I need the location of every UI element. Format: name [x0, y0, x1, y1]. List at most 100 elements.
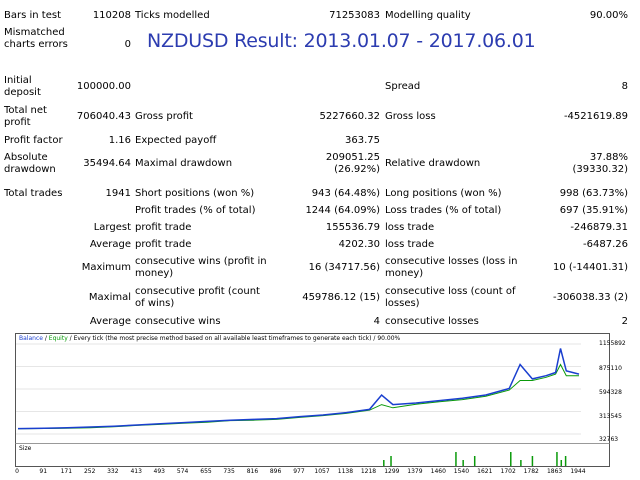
chart-legend: Balance / Equity / Every tick (the most …: [19, 335, 401, 342]
maximal-drawdown-value: 209051.25: [325, 152, 380, 163]
x-tick-label: 816: [246, 468, 259, 475]
max-consecutive-wins-label: consecutive wins (profit in money): [135, 256, 267, 279]
x-tick-label: 574: [176, 468, 189, 475]
long-positions-label: Long positions (won %): [385, 188, 502, 199]
max-consecutive-wins-value: 16 (34717.56): [308, 262, 380, 273]
x-tick-label: 1782: [523, 468, 539, 475]
total-net-profit-label: Total net profit: [4, 105, 47, 128]
average-consecutive-losses-label: consecutive losses: [385, 316, 479, 327]
spread-value: 8: [621, 81, 628, 92]
x-tick-label: 1540: [453, 468, 470, 475]
maximal-drawdown-label: Maximal drawdown: [135, 158, 233, 169]
x-tick-label: 1460: [430, 468, 446, 475]
maximal-consecutive-profit-value: 459786.12 (15): [302, 292, 380, 303]
short-positions-value: 943 (64.48%): [311, 188, 380, 199]
x-tick-label: 1299: [384, 468, 400, 475]
absolute-drawdown-value: 35494.64: [83, 158, 131, 169]
largest-profit-label: profit trade: [135, 222, 192, 233]
legend-equity: Equity: [48, 335, 68, 342]
size-bar: [455, 452, 457, 466]
x-tick-label: 655: [200, 468, 212, 475]
average-consecutive-losses-value: 2: [621, 316, 628, 327]
x-tick-label: 1702: [500, 468, 516, 475]
gross-loss-label: Gross loss: [385, 111, 436, 122]
average-profit-value: 4202.30: [338, 239, 380, 250]
average-consecutive-wins-label: consecutive wins: [135, 316, 221, 327]
average-profit-label: profit trade: [135, 239, 192, 250]
y-tick-label: 875110: [599, 365, 622, 372]
x-tick-label: 1138: [337, 468, 354, 475]
size-bar: [462, 460, 464, 466]
loss-trades-value: 697 (35.91%): [559, 205, 628, 216]
average-loss-value: -6487.26: [583, 239, 628, 250]
gross-profit-value: 5227660.32: [319, 111, 380, 122]
size-bar: [564, 456, 567, 466]
x-tick-label: 1944: [570, 468, 586, 475]
initial-deposit-label: Initial deposit: [4, 75, 41, 98]
maximal-label: Maximal: [88, 292, 131, 303]
report-title: NZDUSD Result: 2013.01.07 - 2017.06.01: [147, 30, 536, 52]
balance-line: [17, 348, 580, 430]
ticks-modelled-label: Ticks modelled: [135, 10, 210, 21]
average-consecutive-label: Average: [89, 316, 131, 327]
average-loss-label: loss trade: [385, 239, 435, 250]
short-positions-label: Short positions (won %): [135, 188, 255, 199]
modelling-quality-value: 90.00%: [589, 10, 628, 21]
total-net-profit-value: 706040.43: [76, 111, 131, 122]
mismatched-errors-value: 0: [124, 39, 131, 50]
mismatched-errors-label: Mismatched charts errors: [4, 27, 68, 50]
x-tick-label: 332: [107, 468, 119, 475]
relative-drawdown-value: 37.88%: [589, 152, 628, 163]
x-tick-label: 0: [15, 468, 19, 475]
size-bar: [556, 452, 558, 466]
size-bar: [520, 460, 522, 466]
size-label: Size: [19, 445, 32, 452]
bars-in-test-value: 110208: [92, 10, 131, 21]
size-bar: [390, 456, 392, 466]
report-summary: Bars in test 110208 Ticks modelled 71253…: [4, 10, 628, 327]
x-tick-label: 896: [269, 468, 282, 475]
maximal-consecutive-loss-label: consecutive loss (count of losses): [385, 286, 516, 309]
x-tick-label: 91: [39, 468, 48, 475]
initial-deposit-value: 100000.00: [76, 81, 131, 92]
y-tick-label: 594328: [599, 389, 622, 396]
size-plot: [383, 452, 567, 466]
y-tick-label: 1155892: [599, 340, 626, 347]
x-tick-label: 171: [60, 468, 73, 475]
size-bar: [531, 456, 534, 466]
relative-drawdown-money: (39330.32): [572, 164, 628, 175]
maximal-drawdown-percent: (26.92%): [334, 164, 380, 175]
x-tick-label: 1379: [407, 468, 423, 475]
largest-profit-value: 155536.79: [325, 222, 380, 233]
legend-description: / Every tick (the most precise method ba…: [67, 335, 401, 342]
largest-loss-label: loss trade: [385, 222, 435, 233]
max-consecutive-losses-label: consecutive losses (loss in money): [385, 256, 518, 279]
maximum-label: Maximum: [81, 262, 131, 273]
x-tick-label: 252: [83, 468, 96, 475]
relative-drawdown-label: Relative drawdown: [385, 158, 481, 169]
legend-balance: Balance: [19, 335, 43, 342]
x-tick-label: 493: [153, 468, 165, 475]
size-bar: [383, 460, 385, 466]
gross-loss-value: -4521619.89: [563, 111, 628, 122]
absolute-drawdown-label: Absolute drawdown: [4, 152, 56, 175]
equity-line: [17, 363, 579, 430]
size-chart: Size: [15, 443, 610, 467]
y-tick-label: 32763: [599, 436, 619, 443]
y-tick-label: 313545: [599, 413, 622, 420]
average-consecutive-wins-value: 4: [373, 316, 380, 327]
average-label: Average: [89, 239, 131, 250]
expected-payoff-label: Expected payoff: [135, 135, 217, 146]
size-bar: [560, 460, 563, 466]
chart-plot: [16, 343, 581, 435]
gross-profit-label: Gross profit: [135, 111, 193, 122]
ticks-modelled-value: 71253083: [329, 10, 380, 21]
size-bar: [473, 456, 476, 466]
x-tick-label: 977: [293, 468, 305, 475]
long-positions-value: 998 (63.73%): [559, 188, 628, 199]
x-tick-label: 1863: [546, 468, 563, 475]
balance-equity-chart: Balance / Equity / Every tick (the most …: [15, 333, 626, 445]
x-tick-label: 1621: [477, 468, 493, 475]
spread-label: Spread: [385, 81, 421, 92]
total-trades-label: Total trades: [4, 188, 63, 199]
